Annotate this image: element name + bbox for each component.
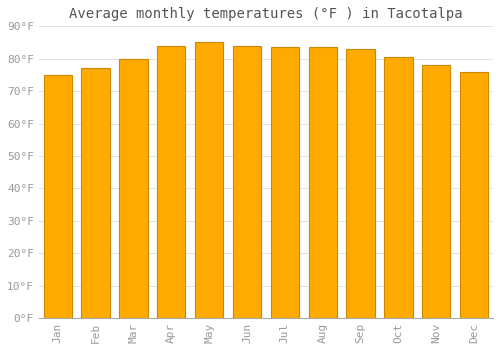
- Bar: [346, 49, 375, 318]
- Bar: [384, 57, 412, 318]
- Title: Average monthly temperatures (°F ) in Tacotalpa: Average monthly temperatures (°F ) in Ta…: [69, 7, 462, 21]
- Bar: [119, 59, 148, 318]
- Bar: [308, 47, 337, 318]
- Bar: [422, 65, 450, 318]
- Bar: [233, 46, 261, 318]
- Bar: [157, 46, 186, 318]
- Bar: [270, 47, 299, 318]
- Bar: [460, 72, 488, 318]
- Bar: [44, 75, 72, 318]
- Bar: [195, 42, 224, 318]
- Bar: [82, 68, 110, 318]
